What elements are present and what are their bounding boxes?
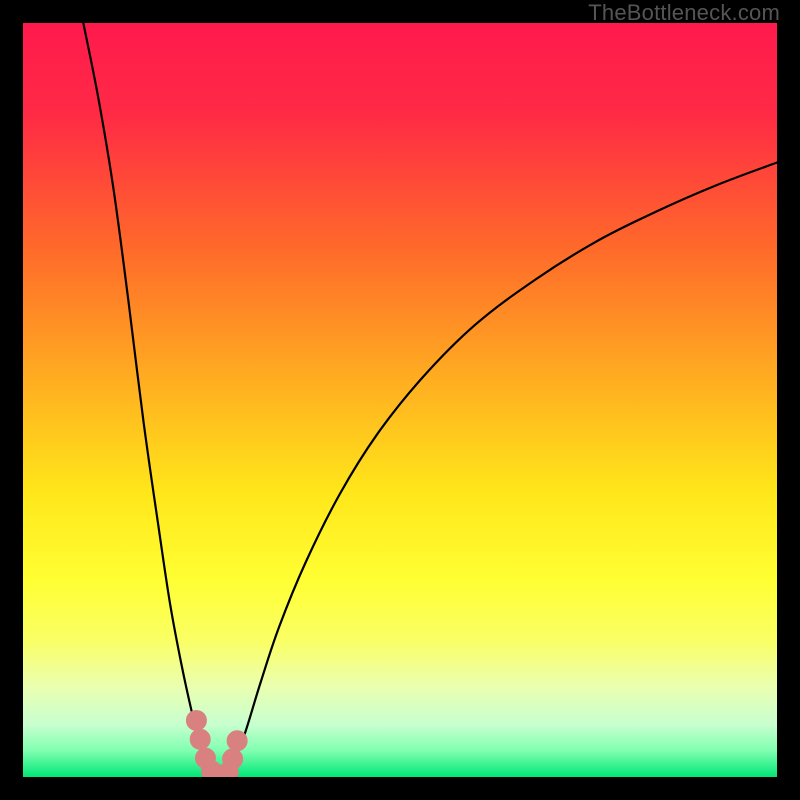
data-marker xyxy=(186,710,206,730)
data-marker xyxy=(190,729,210,749)
chart-svg xyxy=(0,0,800,800)
curve-right xyxy=(228,162,777,773)
data-marker xyxy=(223,749,243,769)
data-marker xyxy=(227,731,247,751)
curve-left xyxy=(83,23,211,774)
watermark-text: TheBottleneck.com xyxy=(588,0,780,26)
chart-container: TheBottleneck.com xyxy=(0,0,800,800)
